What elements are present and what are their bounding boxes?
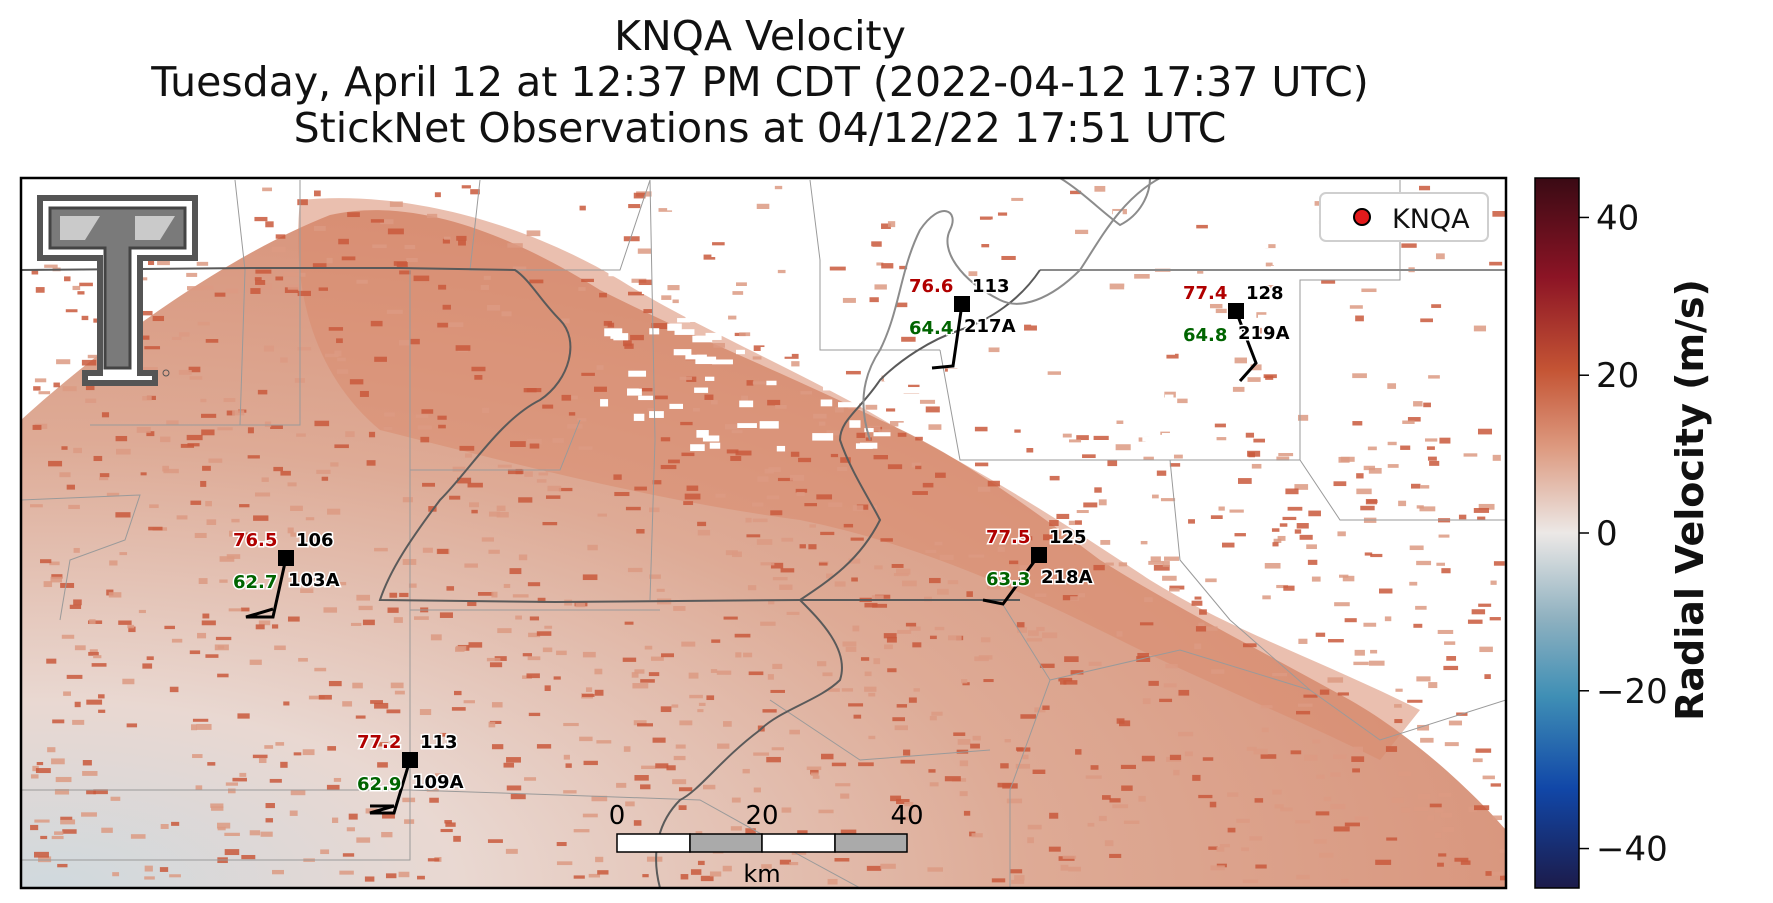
station-dewpoint: 62.7: [233, 572, 277, 593]
station-marker-icon: [402, 752, 418, 768]
scale-unit: km: [743, 860, 780, 888]
wind-barb-icon: [245, 557, 288, 619]
map-area: 76.6 113 64.4 217A 77.4 128 64.8 219A 76.5 106 62.…: [21, 178, 1506, 888]
scale-bar: 0 20 40 km: [609, 801, 924, 888]
station-pressure: 106: [296, 530, 334, 551]
station-temp: 77.2: [357, 732, 401, 753]
station-dewpoint: 64.4: [909, 318, 953, 339]
map-frame: [19, 176, 1508, 890]
station-marker-icon: [954, 296, 970, 312]
colorbar-tick-label: 0: [1596, 514, 1618, 554]
station-marker-icon: [1228, 303, 1244, 319]
station-dewpoint: 62.9: [357, 774, 401, 795]
station-219A: 77.4 128 64.8 219A: [1182, 282, 1291, 382]
station-marker-icon: [278, 550, 294, 566]
station-109A: 77.2 113 62.9 109A: [356, 731, 465, 815]
state-boundaries: [21, 267, 1506, 888]
colorbar-tick-label: 20: [1596, 356, 1639, 396]
colorbar-tick-label: −20: [1596, 672, 1668, 712]
station-temp: 76.5: [233, 530, 277, 551]
station-temp: 77.5: [986, 527, 1030, 548]
station-id: 103A: [288, 570, 340, 591]
legend-label: KNQA: [1392, 204, 1470, 235]
station-marker-icon: [1031, 547, 1047, 563]
station-pressure: 113: [972, 276, 1010, 297]
station-217A: 76.6 113 64.4 217A: [908, 275, 1017, 370]
scale-tick-20: 20: [745, 801, 778, 831]
station-id: 219A: [1238, 323, 1290, 344]
radar-site-marker-icon: [1353, 208, 1371, 226]
river-lines: [862, 178, 1161, 441]
colorbar-tick-label: −40: [1596, 830, 1668, 870]
station-pressure: 128: [1246, 283, 1284, 304]
sticknet-stations: 76.6 113 64.4 217A 77.4 128 64.8 219A 76.5 106 62.…: [232, 275, 1291, 815]
station-218A: 77.5 125 63.3 218A: [982, 526, 1094, 606]
wind-barb-icon: [1234, 310, 1258, 382]
station-pressure: 125: [1049, 527, 1087, 548]
scale-tick-40: 40: [890, 801, 923, 831]
colorbar-tick-label: 40: [1596, 198, 1639, 238]
wind-barb-icon: [982, 554, 1041, 606]
title-line-2: Tuesday, April 12 at 12:37 PM CDT (2022-…: [151, 58, 1369, 106]
station-dewpoint: 63.3: [986, 569, 1030, 590]
wind-barb-icon: [931, 303, 964, 370]
title-line-1: KNQA Velocity: [614, 12, 906, 60]
texas-tech-logo: [37, 195, 198, 386]
station-103A: 76.5 106 62.7 103A: [232, 529, 341, 619]
scale-tick-0: 0: [609, 801, 626, 831]
station-pressure: 113: [420, 732, 458, 753]
station-dewpoint: 64.8: [1183, 325, 1227, 346]
colorbar: 40 20 0 −20 −40: [1534, 177, 1668, 889]
legend-box: KNQA: [1319, 192, 1489, 242]
radar-echo-speckles: [30, 185, 1506, 885]
station-temp: 76.6: [909, 276, 953, 297]
station-id: 218A: [1041, 567, 1093, 588]
colorbar-label: Radial Velocity (m/s): [1668, 279, 1712, 721]
county-lines: [21, 179, 1506, 888]
velocity-band-upper: [298, 198, 1420, 761]
station-temp: 77.4: [1183, 283, 1227, 304]
title-line-3: StickNet Observations at 04/12/22 17:51 …: [293, 104, 1227, 152]
station-id: 217A: [964, 316, 1016, 337]
station-id: 109A: [412, 772, 464, 793]
wind-barb-icon: [369, 759, 412, 815]
